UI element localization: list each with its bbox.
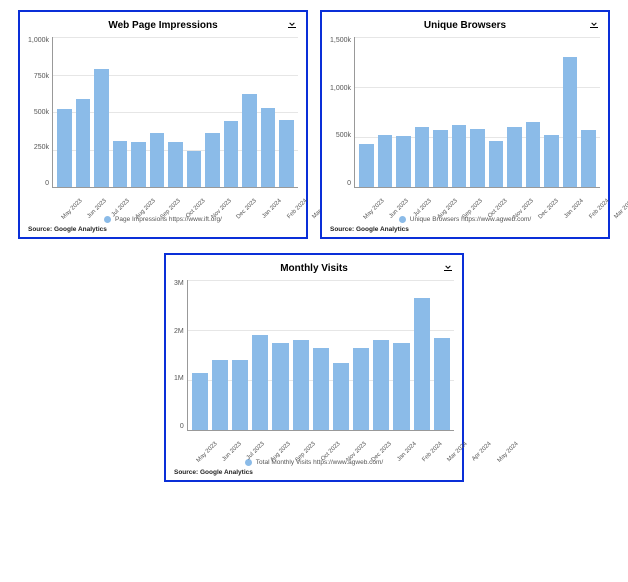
bar — [224, 121, 239, 187]
bar — [353, 348, 369, 431]
x-axis: May 2023Jun 2023Jul 2023Aug 2023Sep 2023… — [330, 188, 600, 194]
bar — [396, 136, 411, 187]
bar — [242, 94, 257, 187]
plot-area — [354, 37, 600, 188]
chart-title: Web Page Impressions — [28, 18, 298, 37]
bar — [526, 122, 541, 187]
bar — [434, 338, 450, 431]
bar — [373, 340, 389, 430]
bar — [359, 144, 374, 187]
bar — [76, 99, 91, 188]
y-tick-label: 1,000k — [330, 85, 351, 92]
bar — [212, 360, 228, 430]
bar — [489, 141, 504, 187]
bar — [168, 142, 183, 187]
source-text: Source: Google Analytics — [28, 226, 298, 233]
bar — [581, 130, 596, 187]
source-text: Source: Google Analytics — [330, 226, 600, 233]
y-axis: 3M 2M 1M 0 — [174, 280, 187, 430]
x-tick-label: Mar 2024 — [613, 198, 628, 220]
legend-marker — [399, 216, 406, 223]
legend-text: Page Impressions https://www.ift.org/ — [115, 216, 222, 223]
bar — [232, 360, 248, 430]
bar — [452, 125, 467, 187]
y-tick-label: 500k — [34, 109, 49, 116]
bar — [279, 120, 294, 188]
bar — [187, 151, 202, 187]
bar — [313, 348, 329, 431]
chart-visits: Monthly Visits 3M 2M 1M 0 May 2023Jun 2023J… — [164, 253, 464, 482]
y-axis: 1,000k 750k 500k 250k 0 — [28, 37, 52, 187]
chart-body: 3M 2M 1M 0 — [174, 280, 454, 431]
y-tick-label: 750k — [34, 73, 49, 80]
bar — [113, 141, 128, 188]
download-icon[interactable] — [286, 18, 298, 30]
y-tick-label: 500k — [336, 132, 351, 139]
download-icon[interactable] — [588, 18, 600, 30]
bar — [563, 57, 578, 187]
x-axis: May 2023Jun 2023Jul 2023Aug 2023Sep 2023… — [28, 188, 298, 194]
x-tick-label: May 2024 — [496, 441, 519, 464]
y-tick-label: 0 — [347, 180, 351, 187]
bar — [470, 129, 485, 187]
y-tick-label: 1M — [174, 375, 184, 382]
bars — [53, 37, 298, 187]
bar — [94, 69, 109, 188]
bar — [131, 142, 146, 187]
legend: Total Monthly Visits https://www.agweb.c… — [174, 459, 454, 466]
plot-area — [187, 280, 454, 431]
bars — [188, 280, 454, 430]
y-tick-label: 2M — [174, 328, 184, 335]
source-text: Source: Google Analytics — [174, 469, 454, 476]
y-tick-label: 250k — [34, 144, 49, 151]
x-tick-label: Apr 2024 — [471, 441, 492, 462]
bar — [415, 127, 430, 187]
bar — [293, 340, 309, 430]
x-axis: May 2023Jun 2023Jul 2023Aug 2023Sep 2023… — [174, 431, 454, 437]
top-row: Web Page Impressions 1,000k 750k 500k 250k 0… — [10, 10, 618, 239]
bar — [544, 135, 559, 187]
plot-area — [52, 37, 298, 188]
download-icon[interactable] — [442, 261, 454, 273]
bars — [355, 37, 600, 187]
legend-marker — [104, 216, 111, 223]
bar — [333, 363, 349, 431]
y-tick-label: 3M — [174, 280, 184, 287]
bar — [261, 108, 276, 188]
bar — [414, 298, 430, 431]
bar — [507, 127, 522, 187]
bar — [192, 373, 208, 431]
chart-body: 1,000k 750k 500k 250k 0 — [28, 37, 298, 188]
bottom-row: Monthly Visits 3M 2M 1M 0 May 2023Jun 2023J… — [10, 253, 618, 482]
chart-title: Unique Browsers — [330, 18, 600, 37]
bar — [205, 133, 220, 187]
bar — [393, 343, 409, 431]
y-tick-label: 1,000k — [28, 37, 49, 44]
y-tick-label: 0 — [45, 180, 49, 187]
chart-body: 1,500k 1,000k 500k 0 — [330, 37, 600, 188]
chart-browsers: Unique Browsers 1,500k 1,000k 500k 0 May 20… — [320, 10, 610, 239]
y-tick-label: 1,500k — [330, 37, 351, 44]
chart-impressions: Web Page Impressions 1,000k 750k 500k 250k 0… — [18, 10, 308, 239]
x-tick-label: Mar 2024 — [446, 441, 468, 463]
bar — [252, 335, 268, 430]
bar — [272, 343, 288, 431]
y-axis: 1,500k 1,000k 500k 0 — [330, 37, 354, 187]
bar — [150, 133, 165, 187]
y-tick-label: 0 — [180, 423, 184, 430]
chart-title: Monthly Visits — [174, 261, 454, 280]
bar — [433, 130, 448, 187]
bar — [378, 135, 393, 187]
bar — [57, 109, 72, 187]
